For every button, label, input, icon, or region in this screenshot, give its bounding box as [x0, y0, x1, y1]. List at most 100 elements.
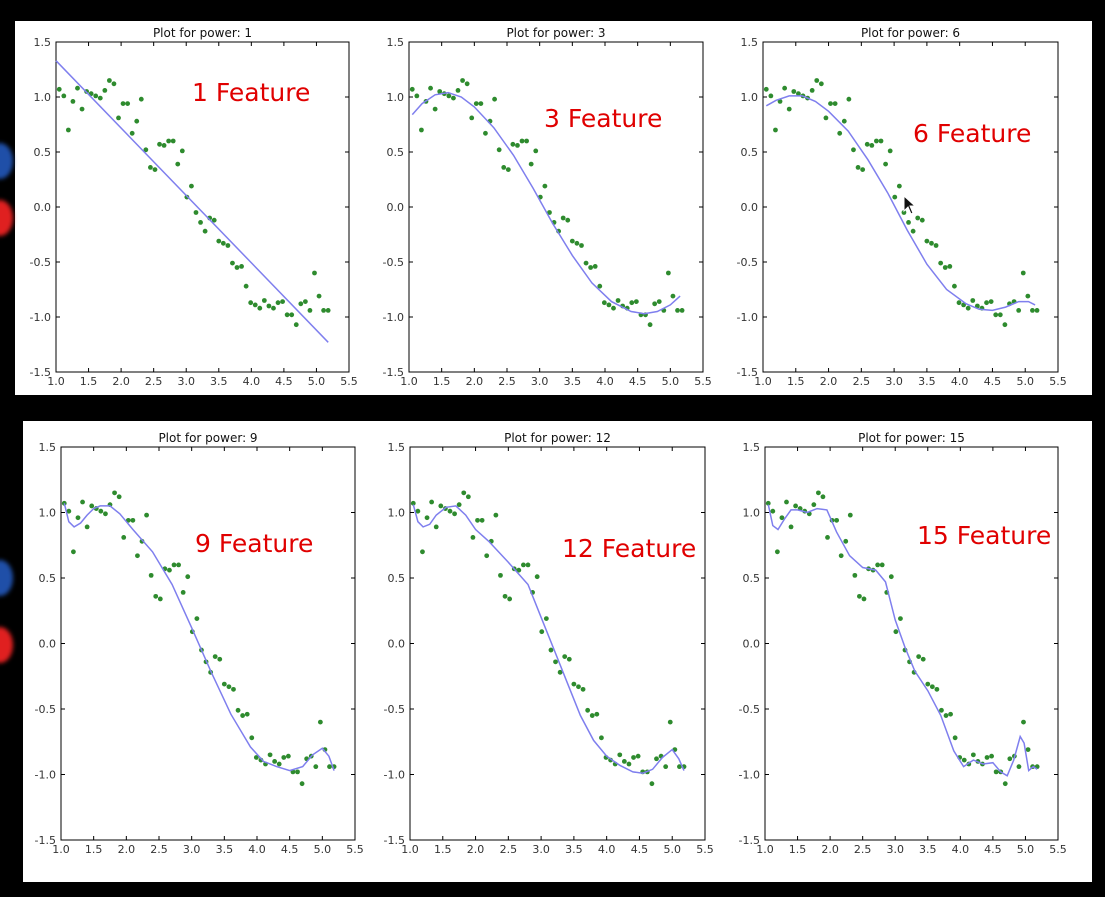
data-point	[281, 755, 287, 760]
data-point	[510, 141, 516, 147]
x-tick-label: 1.5	[433, 375, 451, 388]
x-tick-label: 2.0	[820, 375, 838, 388]
x-tick-label: 1.0	[754, 375, 772, 388]
y-tick-label: 1.0	[741, 91, 759, 104]
red-circle-icon	[0, 200, 13, 236]
data-point	[469, 115, 475, 121]
data-point	[327, 764, 332, 770]
plot-frame	[60, 446, 356, 841]
data-point	[574, 240, 580, 246]
data-point	[774, 549, 780, 555]
data-point	[179, 148, 185, 154]
y-tick-label: 0.0	[34, 201, 52, 214]
x-tick-label: 1.0	[400, 375, 418, 388]
data-point	[788, 524, 794, 530]
data-point	[548, 647, 554, 653]
data-point	[677, 764, 682, 770]
data-point	[606, 302, 612, 308]
data-point	[588, 265, 594, 270]
data-point	[784, 499, 789, 505]
data-point	[153, 593, 159, 599]
data-point	[621, 759, 627, 764]
data-point	[675, 308, 680, 313]
data-point	[321, 308, 327, 313]
data-point	[271, 305, 276, 311]
feature-label-9: 9 Feature	[195, 529, 314, 558]
data-point	[878, 138, 884, 144]
data-point	[121, 534, 127, 540]
y-tick-label: -0.5	[739, 703, 760, 716]
data-point	[483, 130, 488, 136]
data-point	[893, 629, 899, 635]
x-tick-label: 5.5	[696, 843, 714, 856]
data-point	[116, 115, 121, 121]
data-point	[507, 596, 513, 602]
x-tick-label: 3.5	[918, 375, 936, 388]
y-tick-label: 1.5	[388, 441, 406, 454]
chart-title: Plot for power: 15	[858, 431, 965, 445]
x-tick-label: 2.5	[500, 843, 518, 856]
data-point	[167, 567, 172, 573]
data-point	[144, 512, 149, 518]
data-point	[276, 761, 282, 767]
data-point	[521, 562, 526, 568]
data-point	[1016, 308, 1022, 313]
data-point	[116, 494, 122, 500]
fit-line	[411, 91, 681, 315]
data-point	[864, 141, 870, 147]
data-point	[665, 270, 671, 276]
data-point	[111, 81, 117, 87]
data-point	[216, 238, 222, 244]
data-point	[461, 490, 467, 496]
x-tick-label: 5.0	[308, 375, 326, 388]
data-point	[592, 264, 598, 269]
data-point	[505, 167, 511, 173]
data-point	[576, 684, 581, 690]
data-point	[965, 305, 971, 311]
data-point	[438, 503, 444, 509]
y-tick-label: -1.5	[383, 366, 404, 379]
data-point	[934, 686, 940, 692]
data-point	[942, 265, 948, 270]
y-tick-label: 0.0	[743, 638, 761, 651]
data-point	[984, 755, 990, 760]
data-point	[938, 260, 944, 266]
data-point	[414, 93, 420, 99]
data-point	[796, 91, 801, 97]
data-point	[984, 300, 989, 306]
data-point	[75, 515, 81, 521]
data-point	[896, 183, 902, 189]
data-point	[217, 656, 223, 662]
x-tick-label: 5.5	[346, 843, 364, 856]
data-point	[501, 165, 507, 170]
data-point	[103, 511, 108, 517]
chart-title: Plot for power: 9	[158, 431, 257, 445]
data-point	[814, 78, 820, 83]
data-point	[1002, 322, 1008, 328]
y-tick-label: 0.0	[387, 201, 405, 214]
data-point	[148, 165, 153, 170]
y-tick-label: -1.0	[737, 311, 758, 324]
data-point	[284, 312, 290, 318]
data-point	[887, 148, 893, 154]
data-point	[66, 508, 72, 514]
data-point	[61, 93, 67, 99]
data-point	[502, 593, 508, 599]
y-tick-label: -1.0	[384, 769, 405, 782]
y-tick-label: -1.5	[35, 834, 56, 847]
data-point	[851, 147, 856, 153]
plot-frame	[408, 41, 704, 373]
x-tick-label: 3.5	[564, 375, 582, 388]
data-point	[773, 127, 778, 133]
x-tick-label: 3.5	[565, 843, 583, 856]
data-point	[194, 616, 200, 622]
data-point	[1034, 308, 1040, 313]
data-point	[832, 101, 838, 106]
x-tick-label: 5.0	[1017, 843, 1035, 856]
blue-circle-icon	[0, 560, 13, 596]
x-tick-label: 5.5	[694, 375, 712, 388]
data-point	[906, 220, 911, 225]
x-tick-label: 3.0	[183, 843, 201, 856]
x-tick-label: 2.0	[467, 843, 485, 856]
x-tick-label: 1.5	[85, 843, 103, 856]
